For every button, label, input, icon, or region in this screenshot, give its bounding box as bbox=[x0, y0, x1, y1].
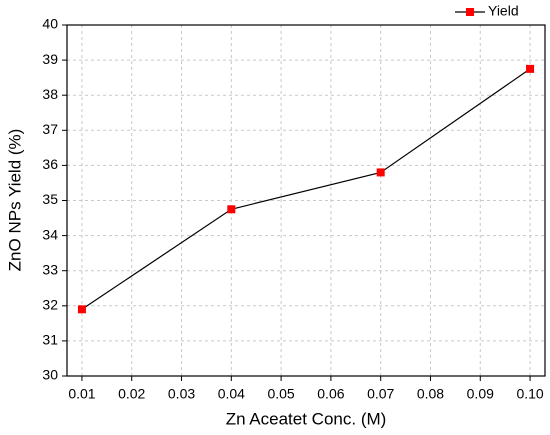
data-point bbox=[227, 205, 236, 214]
data-point bbox=[526, 64, 535, 73]
x-tick-label: 0.08 bbox=[417, 386, 444, 402]
plot-frame bbox=[66, 24, 546, 377]
x-tick-label: 0.05 bbox=[267, 386, 294, 402]
x-tick-label: 0.03 bbox=[168, 386, 195, 402]
legend-label: Yield bbox=[488, 3, 519, 19]
x-tick-label: 0.09 bbox=[467, 386, 494, 402]
series-line bbox=[81, 68, 531, 310]
y-tick-label: 37 bbox=[42, 121, 58, 137]
y-tick-label: 30 bbox=[42, 367, 58, 383]
y-axis-title: ZnO NPs Yield (%) bbox=[5, 129, 24, 272]
y-tick-label: 31 bbox=[42, 332, 58, 348]
x-tick-label: 0.07 bbox=[367, 386, 394, 402]
x-tick-label: 0.01 bbox=[68, 386, 95, 402]
y-tick-label: 35 bbox=[42, 191, 58, 207]
x-axis-title: Zn Aceatet Conc. (M) bbox=[226, 409, 387, 428]
x-tick-label: 0.02 bbox=[118, 386, 145, 402]
y-tick-label: 32 bbox=[42, 297, 58, 313]
y-tick-label: 34 bbox=[42, 226, 58, 242]
x-tick-label: 0.04 bbox=[218, 386, 245, 402]
y-tick-label: 36 bbox=[42, 156, 58, 172]
x-tick-label: 0.10 bbox=[516, 386, 543, 402]
y-tick-label: 38 bbox=[42, 86, 58, 102]
y-tick-label: 33 bbox=[42, 261, 58, 277]
y-tick-label: 39 bbox=[42, 51, 58, 67]
legend-marker bbox=[466, 8, 474, 16]
data-point bbox=[77, 305, 86, 314]
data-point bbox=[376, 168, 385, 177]
x-tick-label: 0.06 bbox=[317, 386, 344, 402]
y-tick-label: 40 bbox=[42, 16, 58, 32]
